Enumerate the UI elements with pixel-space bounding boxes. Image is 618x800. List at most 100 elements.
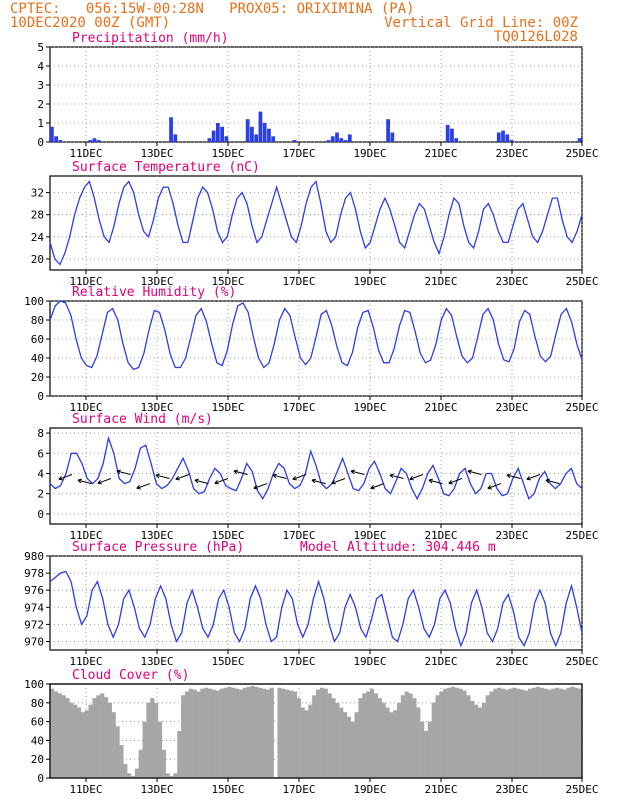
x-tick-label: 13DEC [140, 147, 173, 160]
cloud-bar [188, 688, 193, 778]
precip-bar [339, 138, 344, 142]
x-tick-label: 25DEC [565, 147, 598, 160]
y-tick-label: 4 [37, 467, 44, 480]
precip-bar [501, 130, 505, 142]
y-tick-label: 20 [31, 253, 44, 266]
x-tick-label: 19DEC [353, 529, 386, 542]
x-tick-label: 19DEC [353, 275, 386, 288]
precip-bar [577, 138, 582, 142]
cloud-bar [574, 687, 579, 778]
wind-arrows [58, 469, 560, 490]
cloud-bar [508, 688, 513, 778]
precip-bar [335, 132, 339, 142]
cloud-bar [404, 691, 409, 778]
precip-bar [220, 126, 224, 142]
cloud-bar [123, 763, 128, 778]
precip-bar [505, 134, 510, 142]
x-tick-label: 13DEC [140, 401, 173, 414]
precip-bar [509, 140, 514, 142]
run-date-header: 10DEC2020 00Z (GMT) [10, 15, 171, 31]
wind-arrow [409, 474, 424, 480]
cloud-bar [84, 710, 89, 778]
y-tick-label: 3 [37, 79, 44, 92]
x-tick-label: 11DEC [69, 401, 102, 414]
wind-arrow-head [467, 470, 472, 475]
plot-frame [49, 555, 583, 651]
precip-bar [258, 111, 263, 142]
series-line [49, 300, 583, 371]
cloud-bar [570, 686, 575, 778]
wind-arrow-head [272, 474, 277, 479]
precip-bar [50, 126, 54, 142]
x-tick-label: 17DEC [282, 275, 315, 288]
cloud-bar [300, 707, 305, 778]
x-tick-label: 25DEC [565, 401, 598, 414]
plot-frame [49, 46, 583, 143]
cloud-bar [208, 688, 213, 778]
wind-arrow [58, 474, 73, 480]
panel-title: Surface Temperature (nC) [72, 160, 260, 175]
precip-bar [54, 136, 59, 142]
precip-bar [254, 134, 259, 142]
cloud-bar [227, 686, 232, 778]
cloud-bar [443, 688, 448, 778]
precip-bar [330, 136, 335, 142]
cloud-bar [142, 721, 147, 778]
wind-arrow-head [77, 479, 82, 484]
cloud-bar [547, 689, 552, 778]
cloud-bar [173, 773, 178, 778]
cloud-bar [558, 688, 564, 778]
x-tick-label: 17DEC [282, 401, 315, 414]
y-tick-label: 6 [37, 447, 44, 460]
cloud-bar [103, 697, 109, 778]
wind-arrow-head [331, 482, 336, 485]
cloud-bar [535, 686, 540, 778]
panel-title: Surface Pressure (hPa) [72, 540, 244, 555]
cloud-bar [524, 690, 529, 778]
cloud-bar [88, 704, 93, 778]
wind-arrow-head [194, 478, 199, 481]
y-tick-label: 980 [24, 550, 44, 563]
cloud-bar [265, 689, 271, 778]
cloud-bar [331, 698, 336, 778]
cloud-bar [551, 688, 556, 778]
cloud-bar [219, 688, 224, 778]
x-tick-label: 25DEC [565, 655, 598, 668]
cloud-bar [130, 776, 136, 778]
wind-arrow-head [506, 474, 511, 479]
precip-bar [262, 123, 267, 142]
wind-arrow [77, 479, 92, 485]
x-tick-label: 19DEC [353, 655, 386, 668]
cloud-bar [76, 707, 82, 778]
cloud-bar [107, 702, 112, 778]
cloud-bar [100, 693, 105, 778]
x-tick-label: 25DEC [565, 783, 598, 796]
wind-arrow-head [77, 478, 82, 481]
cloud-bar [177, 731, 182, 778]
precip-bar [271, 136, 276, 142]
x-tick-label: 15DEC [211, 655, 244, 668]
wind-arrow [136, 483, 151, 489]
cloud-bar [466, 695, 471, 778]
x-tick-label: 23DEC [495, 529, 528, 542]
cloud-bar [138, 749, 143, 778]
cloud-bar [285, 689, 290, 778]
y-tick-label: 2 [37, 488, 44, 501]
x-tick-label: 17DEC [282, 655, 315, 668]
x-tick-label: 25DEC [565, 275, 598, 288]
wind-arrow [253, 483, 268, 489]
wind-arrow-head [545, 479, 550, 484]
cloud-bar [373, 693, 378, 778]
wind-arrow [350, 470, 365, 475]
cloud-bar [431, 702, 436, 778]
cloud-bar [555, 687, 560, 778]
panel-title: Surface Wind (m/s) [72, 412, 213, 427]
cloud-bar [350, 721, 355, 778]
x-tick-label: 11DEC [69, 655, 102, 668]
wind-arrow-head [175, 478, 180, 481]
cloud-bar [539, 687, 544, 778]
wind-arrow [214, 478, 229, 484]
precip-bar [250, 126, 254, 142]
wind-arrow-head [253, 487, 258, 490]
x-tick-label: 17DEC [282, 783, 315, 796]
